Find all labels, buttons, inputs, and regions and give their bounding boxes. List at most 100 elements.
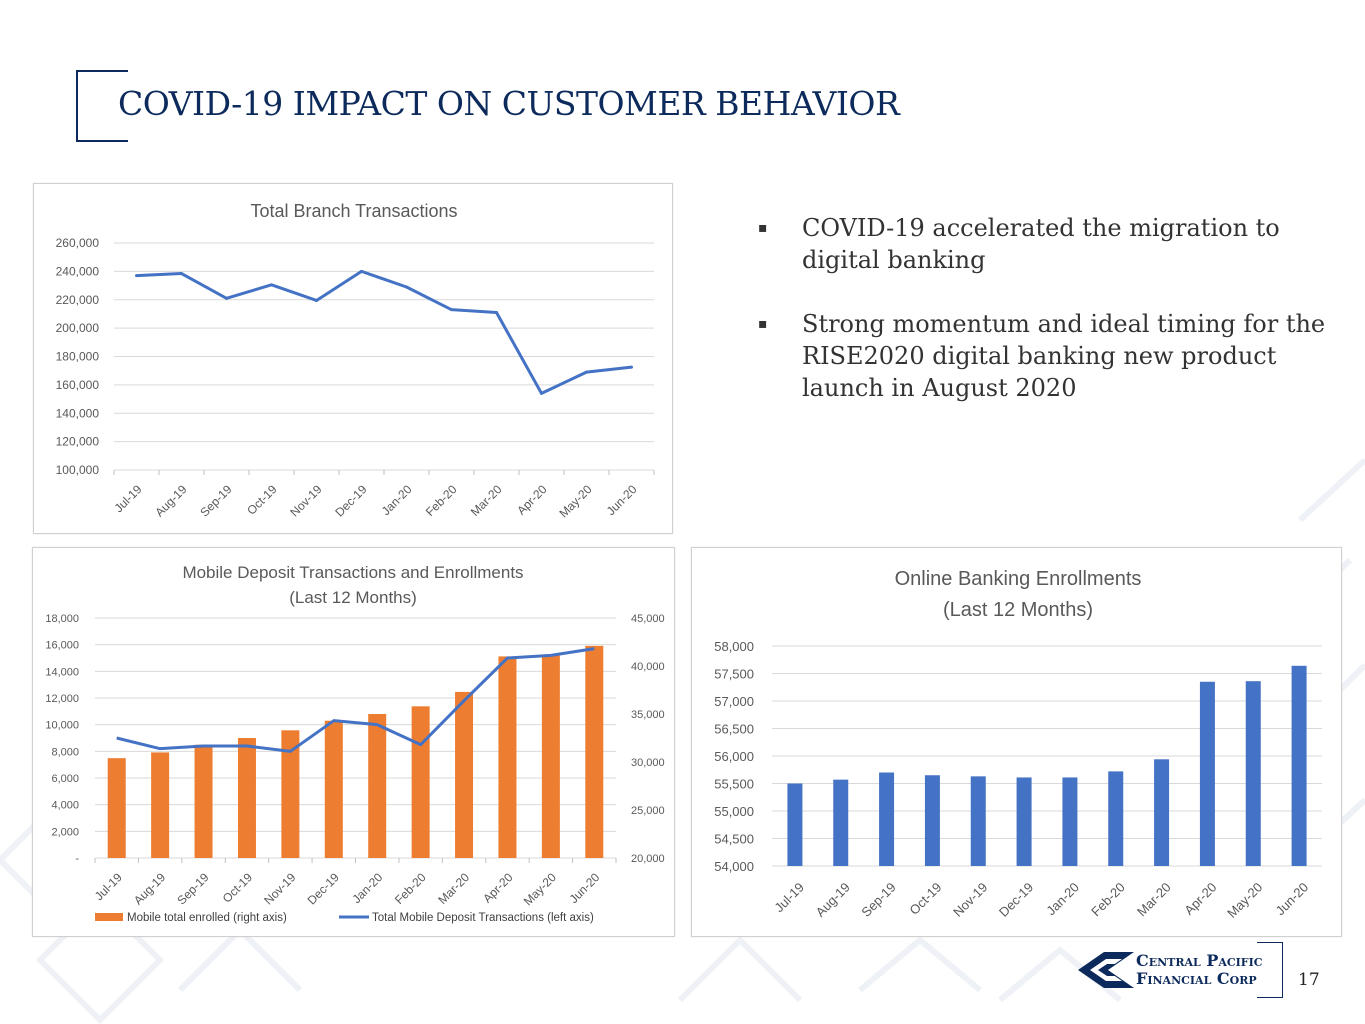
chart-subtitle: (Last 12 Months) [943, 599, 1093, 621]
y-tick-label: 57,000 [714, 694, 754, 709]
branch-transactions-chart: Total Branch Transactions 100,000 120,000 1… [33, 183, 673, 534]
x-tick-label: Sep-19 [174, 870, 211, 907]
y-right-tick-label: 25,000 [631, 805, 665, 817]
data-point [270, 283, 273, 287]
y-tick-label: 54,500 [714, 832, 754, 847]
x-tick-label: Aug-19 [813, 880, 853, 920]
bar [107, 758, 126, 858]
y-left-tick-label: 2,000 [51, 826, 79, 838]
x-tick-label: Feb-20 [1088, 880, 1128, 920]
bar [879, 772, 895, 866]
square-bullet-icon: ▪ [758, 220, 768, 236]
y-left-tick-label: 12,000 [45, 693, 79, 705]
x-tick-label: Mar-20 [435, 870, 472, 907]
bar [368, 714, 387, 858]
data-point [630, 365, 633, 369]
x-tick-label: Feb-20 [423, 482, 460, 519]
x-tick-label: May-20 [521, 870, 559, 908]
legend-label: Mobile total enrolled (right axis) [127, 912, 287, 924]
bar [1199, 681, 1215, 866]
x-tick-label: Aug-19 [131, 870, 168, 907]
x-tick-label: Jun-20 [604, 482, 640, 518]
data-point [180, 272, 183, 276]
mobile-deposit-svg: Mobile Deposit Transactions and Enrollme… [45, 563, 665, 924]
x-tick-label: Nov-19 [287, 482, 324, 519]
online-banking-svg: Online Banking Enrollments (Last 12 Month… [714, 568, 1322, 921]
x-tick-label: Jan-20 [349, 870, 385, 906]
y-tick-label: 54,000 [714, 859, 754, 874]
y-left-tick-label: 14,000 [45, 666, 79, 678]
bar [324, 720, 343, 858]
data-point [585, 370, 588, 374]
x-tick-label: May-20 [1224, 880, 1265, 921]
y-tick-label: 120,000 [56, 435, 100, 449]
bar [1062, 777, 1078, 866]
y-left-tick-label: 6,000 [51, 773, 79, 785]
y-right-tick-label: 45,000 [631, 613, 665, 625]
bar [1154, 759, 1170, 866]
y-right-tick-label: 30,000 [631, 757, 665, 769]
y-left-tick-label: 10,000 [45, 720, 79, 732]
bullet-item: ▪ Strong momentum and ideal timing for t… [758, 308, 1328, 404]
y-right-tick-label: 20,000 [631, 853, 665, 865]
y-left-tick-label: 4,000 [51, 800, 79, 812]
x-tick-label: Jan-20 [1043, 880, 1082, 919]
data-point [495, 311, 498, 315]
square-bullet-icon: ▪ [758, 316, 768, 332]
y-tick-label: 260,000 [56, 236, 100, 250]
y-tick-label: 240,000 [56, 264, 100, 278]
y-right-tick-label: 40,000 [631, 661, 665, 673]
x-tick-label: Dec-19 [996, 880, 1036, 920]
x-tick-label: Jun-20 [1272, 880, 1311, 919]
y-tick-label: 140,000 [56, 406, 100, 420]
y-left-tick-label: 16,000 [45, 640, 79, 652]
data-point [315, 298, 318, 302]
chart-title: Online Banking Enrollments [895, 568, 1142, 590]
x-tick-label: Jan-20 [379, 482, 415, 518]
bar [455, 691, 474, 858]
bullet-item: ▪ COVID-19 accelerated the migration to … [758, 212, 1328, 276]
bar [924, 775, 940, 866]
chart-subtitle: (Last 12 Months) [289, 588, 417, 607]
x-tick-label: Nov-19 [950, 880, 990, 920]
bar [281, 730, 300, 858]
logo-line-2: Financial Corp [1136, 969, 1257, 988]
bullet-list: ▪ COVID-19 accelerated the migration to … [758, 212, 1328, 436]
x-tick-label: Jul-19 [771, 880, 807, 916]
data-point [225, 296, 228, 300]
x-tick-label: May-20 [556, 482, 594, 520]
x-tick-label: Feb-20 [392, 870, 429, 907]
data-point [450, 308, 453, 312]
x-tick-label: Jul-19 [112, 482, 145, 515]
bar [498, 656, 517, 858]
online-banking-chart: Online Banking Enrollments (Last 12 Month… [691, 547, 1342, 937]
x-tick-label: Oct-19 [220, 870, 256, 906]
y-tick-label: 57,500 [714, 667, 754, 682]
y-tick-label: 160,000 [56, 378, 100, 392]
branch-transactions-svg: Total Branch Transactions 100,000 120,000 1… [56, 201, 655, 520]
x-tick-label: Oct-19 [906, 880, 944, 918]
bar [541, 655, 560, 858]
legend-swatch-bar [95, 913, 123, 921]
data-point [135, 274, 138, 278]
y-tick-label: 58,000 [714, 639, 754, 654]
data-point [360, 269, 363, 273]
company-logo-text: Central Pacific Financial Corp [1136, 952, 1263, 988]
bar [585, 645, 604, 858]
x-tick-label: Sep-19 [197, 482, 234, 519]
bar [833, 779, 849, 866]
mobile-deposit-chart: Mobile Deposit Transactions and Enrollme… [32, 547, 675, 937]
bar [194, 744, 213, 858]
x-tick-label: Apr-20 [514, 482, 550, 518]
x-tick-label: Oct-19 [244, 482, 280, 518]
chart-title: Mobile Deposit Transactions and Enrollme… [182, 563, 523, 582]
legend-label: Total Mobile Deposit Transactions (left … [372, 912, 594, 924]
title-bracket [76, 70, 128, 142]
bar [1245, 681, 1261, 866]
y-left-tick-label: 18,000 [45, 613, 79, 625]
page-title: COVID-19 IMPACT ON CUSTOMER BEHAVIOR [118, 84, 900, 123]
y-tick-label: 55,000 [714, 804, 754, 819]
data-point [405, 285, 408, 289]
y-tick-label: 220,000 [56, 293, 100, 307]
x-tick-label: Dec-19 [305, 870, 342, 907]
